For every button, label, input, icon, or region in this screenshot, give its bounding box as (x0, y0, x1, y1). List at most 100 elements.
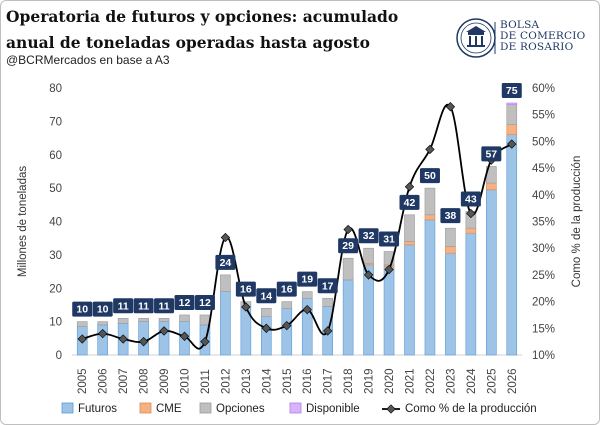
total-label-box (256, 288, 277, 304)
bar-segment-opciones (301, 291, 313, 299)
total-data-label: 32 (363, 230, 375, 242)
y-left-tick-label: 50 (49, 183, 62, 195)
bar-segment-opciones (404, 214, 415, 242)
y-right-tick-label: 50% (532, 136, 555, 148)
bar-segment-opciones (138, 317, 149, 322)
y-right-tick-label: 40% (532, 190, 555, 202)
y-right-tick-label: 30% (532, 243, 555, 255)
line-point-marker (507, 139, 517, 149)
y-right-tick-label: 45% (532, 163, 555, 175)
x-tick-label: 2022 (425, 368, 437, 394)
total-label-box (460, 191, 481, 207)
total-label-box (379, 231, 400, 247)
total-label-box (358, 228, 379, 244)
y-left-axis-title: Millones de toneladas (17, 166, 29, 277)
bar-segment-cme (506, 124, 518, 136)
legend-swatch-futuros (61, 402, 74, 414)
total-data-label: 75 (506, 85, 518, 97)
total-label-box (235, 281, 256, 297)
y-left-tick-label: 30 (49, 250, 62, 262)
bar-segment-opciones (424, 187, 436, 216)
logo-text: BOLSA DE COMERCIO DE ROSARIO (500, 20, 585, 53)
bar-segment-futuros (220, 291, 231, 356)
bar-segment-futuros (486, 189, 497, 356)
chart-subtitle: @BCRMercados en base a A3 (6, 53, 170, 67)
bar-segment-opciones (97, 321, 108, 326)
line-point-marker (343, 224, 353, 235)
y-right-tick-label: 55% (532, 110, 555, 122)
line-point-marker (159, 326, 169, 336)
total-label-box (215, 254, 236, 270)
total-data-label: 31 (383, 234, 395, 246)
line-point-marker (179, 331, 190, 341)
x-tick-label: 2007 (118, 368, 130, 394)
logo-text-line: DE COMERCIO (500, 30, 586, 42)
total-data-label: 10 (76, 304, 88, 316)
total-label-box (440, 208, 461, 224)
y-left-tick-label: 40 (49, 217, 62, 229)
total-data-label: 14 (260, 290, 272, 302)
legend-line-marker (386, 404, 396, 414)
line-point-marker (138, 336, 149, 347)
bar-segment-cme (486, 182, 497, 191)
x-tick-label: 2021 (405, 368, 417, 394)
total-label-box (501, 83, 522, 99)
total-label-box (399, 194, 420, 210)
line-point-marker (98, 328, 108, 339)
bar-segment-futuros (465, 232, 477, 356)
bar-segment-opciones (179, 314, 190, 322)
legend-label: Opciones (216, 403, 265, 415)
x-tick-label: 2019 (364, 368, 376, 394)
line-point-marker (261, 323, 271, 333)
bar-segment-cme (445, 246, 456, 254)
total-data-label: 19 (301, 274, 313, 286)
y-left-tick-label: 80 (49, 83, 62, 95)
bar-segment-cme (465, 227, 477, 234)
total-data-label: 12 (179, 297, 191, 309)
bar-segment-futuros (445, 252, 456, 356)
y-left-tick-label: 60 (49, 150, 62, 162)
total-data-label: 10 (97, 304, 109, 316)
line-point-marker (363, 270, 374, 280)
bar-segment-opciones (117, 317, 129, 324)
total-data-label: 38 (445, 210, 457, 222)
bar-segment-opciones (383, 251, 395, 266)
bar-segment-futuros (261, 316, 272, 356)
legend-swatch-opciones (199, 402, 212, 414)
x-tick-label: 2013 (241, 368, 253, 394)
total-label-box (113, 298, 134, 314)
x-tick-label: 2018 (343, 368, 355, 394)
bar-segment-opciones (76, 321, 88, 327)
total-label-box (419, 168, 440, 184)
x-tick-label: 2014 (261, 368, 273, 394)
line-point-marker (384, 264, 394, 275)
y-left-tick-label: 10 (49, 317, 62, 329)
legend-label: Disponible (306, 403, 360, 415)
x-tick-label: 2015 (282, 368, 294, 394)
total-data-label: 24 (220, 257, 232, 269)
x-tick-label: 2006 (98, 368, 110, 394)
bar-segment-futuros (383, 266, 395, 356)
y-right-tick-label: 60% (532, 83, 555, 95)
line-point-marker (200, 336, 210, 347)
total-data-label: 11 (118, 300, 129, 312)
y-right-tick-label: 10% (532, 350, 555, 362)
legend-swatch-cme (139, 402, 152, 414)
y-left-tick-label: 20 (49, 283, 62, 295)
bar-segment-cme (424, 214, 436, 221)
x-tick-label: 2024 (466, 368, 478, 394)
bar-segment-cme (404, 241, 415, 246)
logo-text-line: DE ROSARIO (500, 41, 574, 53)
x-tick-label: 2009 (159, 368, 171, 394)
x-tick-label: 2005 (77, 368, 89, 394)
line-point-marker (282, 320, 292, 331)
x-tick-label: 2016 (302, 368, 314, 394)
total-label-box (317, 278, 338, 294)
total-data-label: 50 (424, 170, 436, 182)
total-data-label: 11 (158, 300, 169, 312)
chart-title: Operatoria de futuros y opciones: acumul… (6, 7, 399, 52)
bar-segment-opciones (445, 227, 456, 247)
legend-label: Futuros (78, 403, 117, 415)
total-data-label: 12 (199, 297, 211, 309)
